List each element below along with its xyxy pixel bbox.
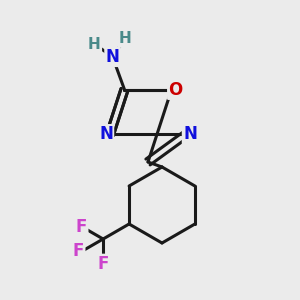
Text: N: N: [99, 125, 113, 143]
Text: H: H: [88, 37, 101, 52]
Text: F: F: [76, 218, 87, 236]
Text: N: N: [106, 48, 119, 66]
Text: F: F: [73, 242, 84, 260]
Text: N: N: [183, 125, 197, 143]
Text: F: F: [98, 255, 109, 273]
Text: H: H: [119, 31, 131, 46]
Text: O: O: [168, 81, 183, 99]
